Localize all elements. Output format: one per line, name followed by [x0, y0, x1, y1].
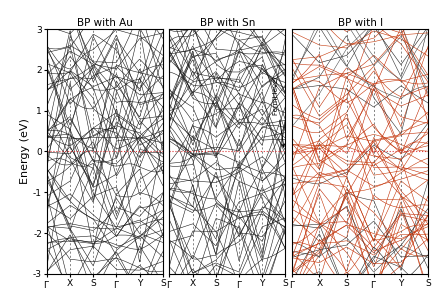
Title: BP with I: BP with I — [338, 18, 383, 28]
Text: Fermi level: Fermi level — [273, 76, 285, 147]
Title: BP with Au: BP with Au — [77, 18, 133, 28]
Title: BP with Sn: BP with Sn — [200, 18, 255, 28]
Y-axis label: Energy (eV): Energy (eV) — [20, 118, 30, 185]
